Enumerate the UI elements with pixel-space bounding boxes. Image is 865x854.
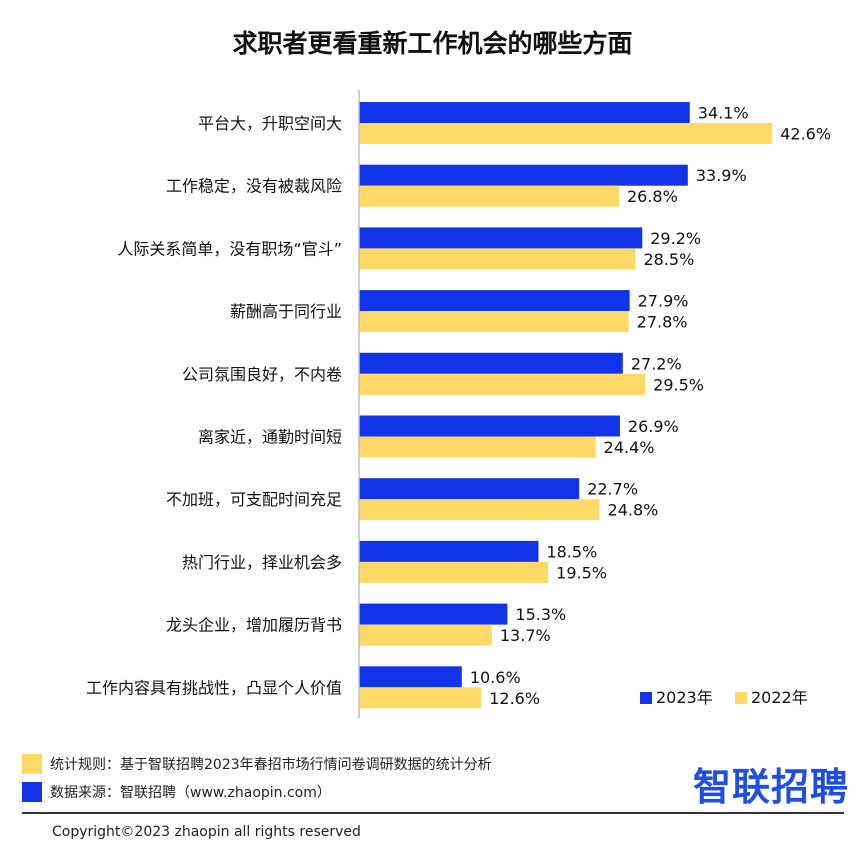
category-label: 平台大，升职空间大 bbox=[198, 114, 342, 133]
data-label: 33.9% bbox=[696, 166, 747, 185]
bar-2022 bbox=[359, 561, 549, 583]
chart-title: 求职者更看重新工作机会的哪些方面 bbox=[232, 29, 633, 58]
data-label: 10.6% bbox=[470, 668, 521, 687]
data-source-text: 数据来源：智联招聘（www.zhaopin.com） bbox=[50, 785, 331, 801]
bar-2022 bbox=[359, 311, 629, 333]
statistics-rule-text: 统计规则：基于智联招聘2023年春招市场行情问卷调研数据的统计分析 bbox=[50, 757, 492, 773]
bar-2022 bbox=[359, 499, 600, 521]
legend-swatch bbox=[640, 692, 652, 704]
footer-divider bbox=[22, 812, 844, 814]
category-label: 人际关系简单，没有职场“官斗” bbox=[117, 239, 342, 258]
data-label: 27.2% bbox=[631, 354, 682, 373]
data-source-note: 数据来源：智联招聘（www.zhaopin.com） bbox=[22, 781, 331, 803]
bar-2022 bbox=[359, 436, 596, 458]
data-label: 26.9% bbox=[628, 417, 679, 436]
category-label: 热门行业，择业机会多 bbox=[182, 553, 342, 572]
data-label: 27.9% bbox=[638, 292, 689, 311]
bar-2022 bbox=[359, 123, 773, 144]
bar-2023 bbox=[359, 666, 462, 688]
bar-chart: 平台大，升职空间大 34.1% 42.6% 工作稳定，没有被裁风险 33.9% 26.8%… bbox=[86, 90, 831, 718]
bar-2022 bbox=[359, 373, 646, 395]
data-label: 34.1% bbox=[698, 104, 749, 123]
bar-2022 bbox=[359, 687, 482, 709]
data-label: 15.3% bbox=[515, 605, 566, 624]
data-label: 42.6% bbox=[780, 125, 831, 144]
bar-2023 bbox=[359, 415, 620, 437]
bar-2023 bbox=[359, 352, 623, 374]
rule-swatch bbox=[22, 754, 42, 774]
data-label: 24.8% bbox=[608, 501, 659, 520]
data-label: 24.4% bbox=[604, 438, 655, 457]
data-label: 29.5% bbox=[653, 375, 704, 394]
data-label: 18.5% bbox=[546, 542, 597, 561]
copyright-text: Copyright©2023 zhaopin all rights reserv… bbox=[52, 824, 361, 840]
data-label: 29.2% bbox=[650, 229, 701, 248]
data-label: 19.5% bbox=[556, 563, 607, 582]
category-label: 工作内容具有挑战性，凸显个人价值 bbox=[86, 678, 342, 697]
legend-label: 2023年 bbox=[656, 688, 713, 707]
data-label: 27.8% bbox=[637, 313, 688, 332]
data-label: 13.7% bbox=[500, 626, 551, 645]
bar-2023 bbox=[359, 164, 688, 186]
brand-logo: 智联招聘 bbox=[693, 765, 850, 809]
bar-2023 bbox=[359, 227, 643, 249]
legend-label: 2022年 bbox=[751, 688, 808, 707]
bar-2022 bbox=[359, 624, 492, 646]
category-label: 工作稳定，没有被裁风险 bbox=[166, 177, 342, 196]
data-label: 28.5% bbox=[643, 250, 694, 269]
category-label: 龙头企业，增加履历背书 bbox=[166, 616, 342, 635]
bar-2023 bbox=[359, 478, 580, 500]
data-label: 12.6% bbox=[489, 689, 540, 708]
bar-2023 bbox=[359, 102, 690, 123]
bar-2022 bbox=[359, 185, 619, 207]
source-swatch bbox=[22, 782, 42, 802]
category-label: 薪酬高于同行业 bbox=[230, 302, 342, 321]
category-label: 不加班，可支配时间充足 bbox=[166, 490, 342, 509]
bar-2023 bbox=[359, 603, 508, 625]
bar-2023 bbox=[359, 540, 539, 562]
bar-2023 bbox=[359, 290, 630, 312]
data-label: 26.8% bbox=[627, 187, 678, 206]
data-label: 22.7% bbox=[587, 480, 638, 499]
category-label: 公司氛围良好，不内卷 bbox=[182, 365, 342, 384]
bar-2022 bbox=[359, 248, 636, 270]
category-label: 离家近，通勤时间短 bbox=[198, 428, 342, 447]
legend-swatch bbox=[735, 692, 747, 704]
statistics-rule-note: 统计规则：基于智联招聘2023年春招市场行情问卷调研数据的统计分析 bbox=[22, 753, 492, 775]
